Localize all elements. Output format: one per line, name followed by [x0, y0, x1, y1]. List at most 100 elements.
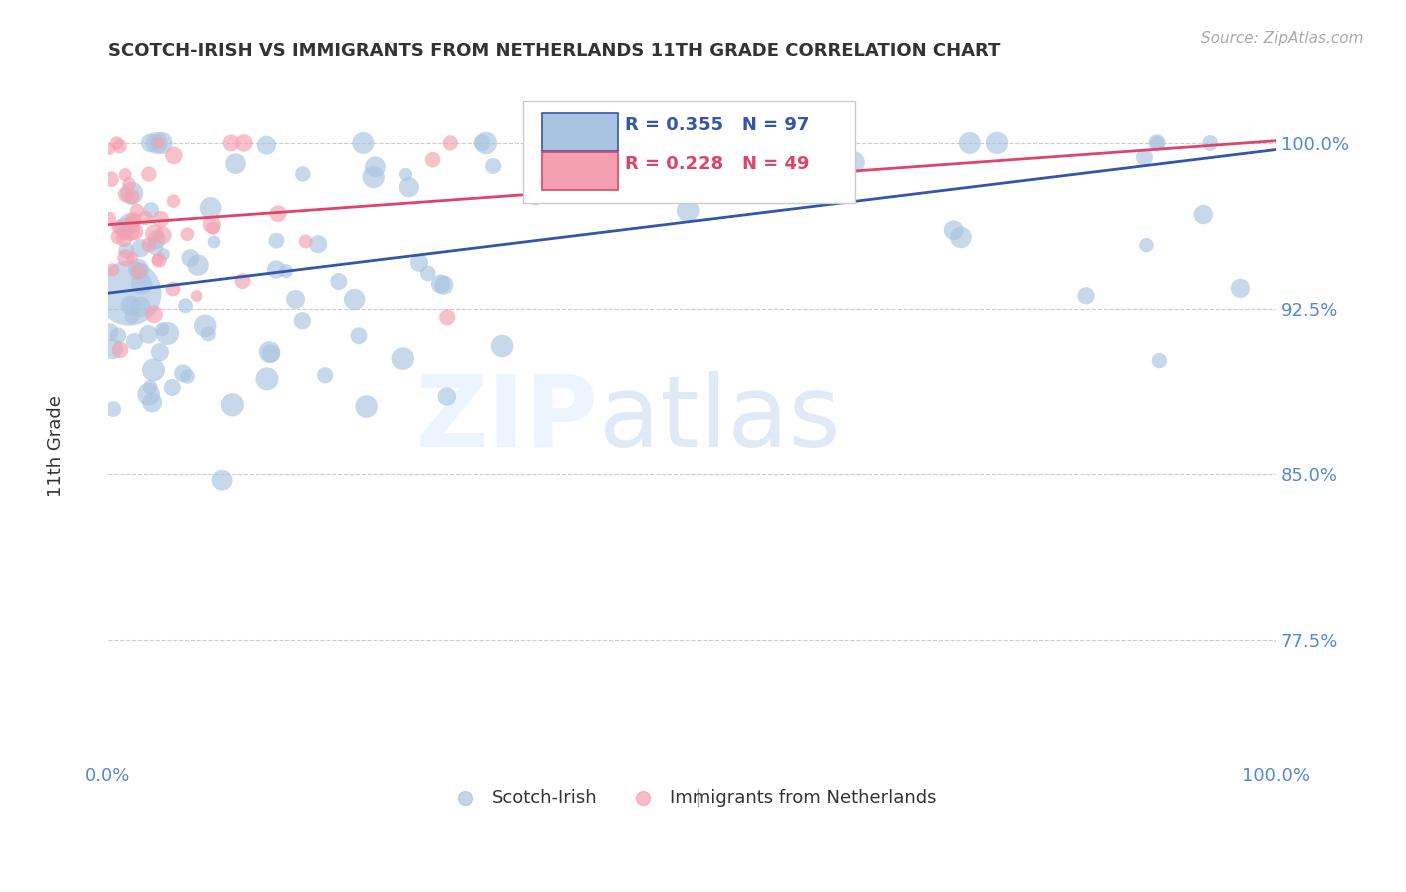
Point: [661, 136, 683, 150]
Point: [145, 233, 167, 247]
Point: [491, 339, 513, 353]
Point: [148, 136, 170, 150]
Point: [194, 318, 217, 333]
Point: [986, 136, 1008, 150]
Point: [121, 186, 143, 201]
Point: [150, 136, 173, 150]
Point: [143, 307, 166, 321]
Text: 11th Grade: 11th Grade: [48, 395, 65, 497]
Text: R = 0.228   N = 49: R = 0.228 N = 49: [626, 154, 810, 173]
Point: [211, 473, 233, 487]
Text: R = 0.355   N = 97: R = 0.355 N = 97: [626, 116, 810, 134]
Point: [187, 258, 209, 272]
Point: [179, 251, 201, 265]
Point: [363, 170, 385, 185]
Point: [145, 136, 167, 150]
Point: [1229, 281, 1251, 295]
Point: [1149, 353, 1171, 368]
Point: [124, 334, 146, 349]
Point: [146, 253, 169, 268]
Point: [343, 293, 366, 307]
Point: [138, 237, 160, 252]
Point: [118, 177, 141, 191]
Legend: Scotch-Irish, Immigrants from Netherlands: Scotch-Irish, Immigrants from Netherland…: [440, 782, 943, 814]
Point: [1146, 136, 1168, 150]
Point: [134, 211, 156, 225]
Point: [152, 247, 174, 261]
Point: [115, 251, 138, 265]
Point: [436, 390, 458, 404]
Point: [221, 398, 243, 412]
Point: [118, 217, 141, 231]
Point: [471, 136, 494, 150]
Point: [120, 298, 142, 312]
FancyBboxPatch shape: [543, 152, 619, 190]
Point: [364, 160, 387, 174]
Point: [115, 187, 138, 202]
Point: [260, 347, 283, 361]
Point: [162, 194, 184, 208]
Point: [202, 235, 225, 249]
Point: [219, 136, 242, 150]
Point: [176, 227, 198, 242]
Point: [176, 369, 198, 384]
Point: [1135, 238, 1157, 252]
Point: [291, 167, 314, 181]
Point: [294, 235, 316, 249]
Point: [557, 181, 579, 195]
Text: Source: ZipAtlas.com: Source: ZipAtlas.com: [1201, 31, 1364, 46]
Point: [129, 264, 152, 278]
Point: [108, 343, 131, 357]
FancyBboxPatch shape: [523, 101, 855, 203]
Point: [138, 387, 160, 401]
Point: [139, 136, 162, 150]
Point: [291, 314, 314, 328]
Point: [114, 226, 136, 240]
Point: [408, 256, 430, 270]
FancyBboxPatch shape: [543, 113, 619, 151]
Point: [101, 263, 124, 277]
Point: [112, 220, 135, 235]
Point: [107, 328, 129, 343]
Point: [121, 215, 143, 229]
Point: [328, 275, 350, 289]
Point: [197, 326, 219, 341]
Point: [121, 310, 143, 325]
Point: [129, 241, 152, 255]
Point: [394, 168, 416, 182]
Point: [676, 203, 699, 218]
Point: [124, 225, 146, 239]
Point: [108, 220, 131, 235]
Point: [352, 136, 374, 150]
Point: [98, 142, 121, 156]
Point: [121, 189, 143, 203]
Point: [172, 366, 194, 380]
Point: [186, 289, 208, 303]
Point: [138, 167, 160, 181]
Point: [143, 240, 166, 254]
Point: [174, 299, 197, 313]
Point: [725, 147, 748, 161]
Point: [433, 278, 456, 293]
Point: [256, 372, 278, 386]
Point: [267, 207, 290, 221]
Point: [114, 168, 136, 182]
Point: [98, 211, 121, 226]
Point: [429, 277, 451, 291]
Point: [1133, 150, 1156, 164]
Point: [959, 136, 981, 150]
Point: [163, 148, 186, 162]
Point: [122, 213, 145, 227]
Point: [356, 400, 378, 414]
Point: [254, 138, 277, 153]
Point: [118, 286, 141, 301]
Point: [98, 325, 121, 339]
Point: [314, 368, 336, 383]
Point: [105, 136, 128, 150]
Point: [949, 230, 972, 244]
Point: [284, 293, 307, 307]
Point: [142, 363, 165, 377]
Point: [200, 201, 222, 215]
Point: [232, 274, 254, 288]
Point: [266, 234, 288, 248]
